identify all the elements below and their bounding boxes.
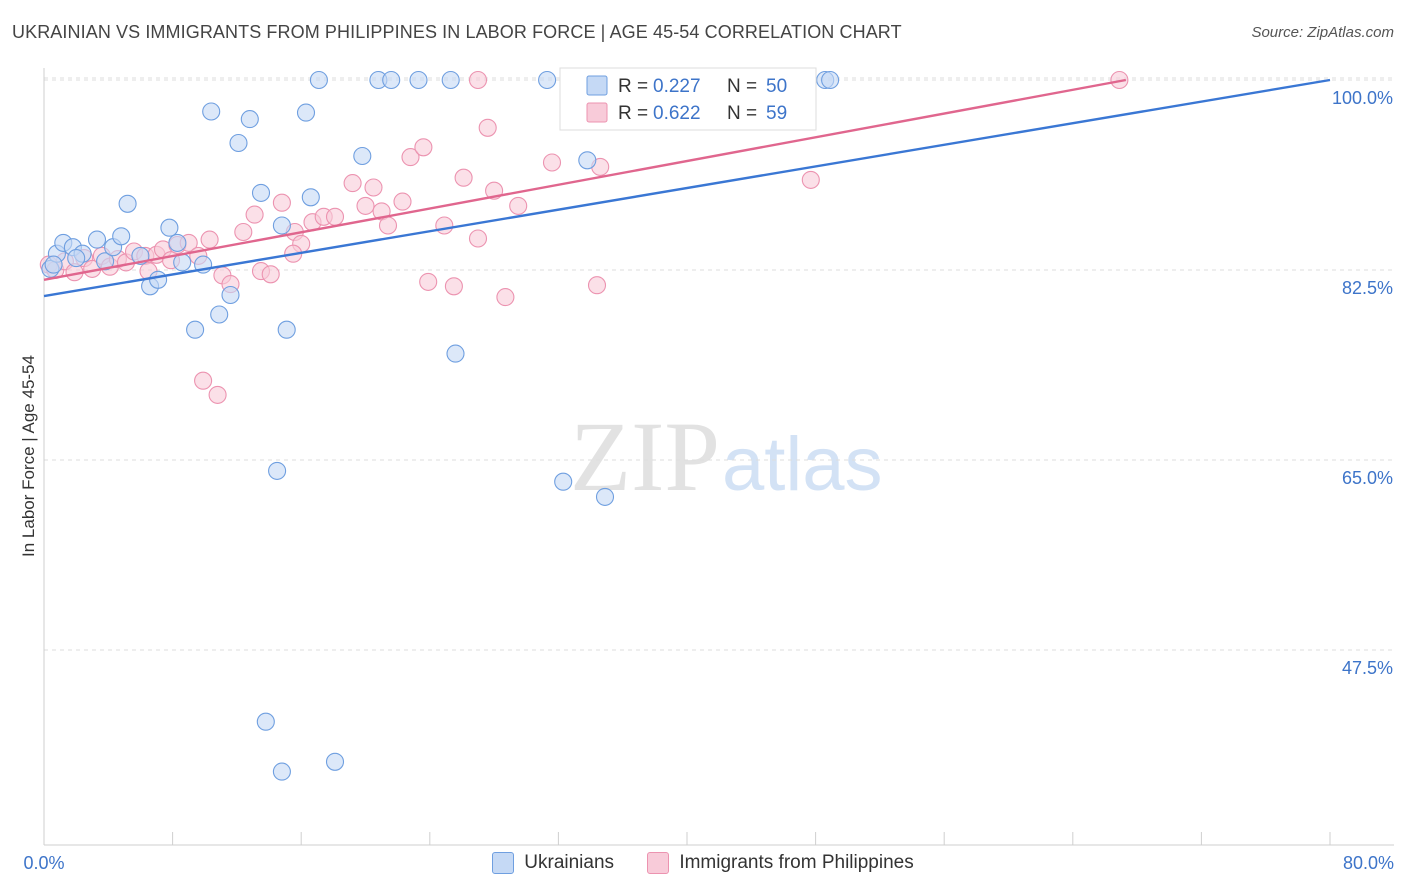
point-philippines[interactable] <box>234 222 253 242</box>
y-tick-label: 65.0% <box>1342 468 1393 488</box>
point-ukrainians[interactable] <box>353 146 372 166</box>
series-ukrainians-points <box>41 70 840 781</box>
legend-item-ukrainians[interactable]: Ukrainians <box>492 852 614 874</box>
point-philippines[interactable] <box>272 193 291 212</box>
point-ukrainians[interactable] <box>160 218 179 237</box>
point-ukrainians[interactable] <box>118 194 137 213</box>
y-axis-tick-labels: 47.5% 65.0% 82.5% 100.0% <box>1332 88 1393 678</box>
legend-item-philippines[interactable]: Immigrants from Philippines <box>647 852 914 874</box>
point-ukrainians[interactable] <box>272 762 291 781</box>
point-ukrainians[interactable] <box>578 151 597 170</box>
point-philippines[interactable] <box>393 192 412 211</box>
chart-title: UKRAINIAN VS IMMIGRANTS FROM PHILIPPINES… <box>12 22 902 42</box>
y-tick-label: 82.5% <box>1342 278 1393 298</box>
point-philippines[interactable] <box>587 276 607 295</box>
point-ukrainians[interactable] <box>301 188 320 207</box>
point-ukrainians[interactable] <box>149 270 168 289</box>
x-axis-ticks <box>43 832 1331 845</box>
y-tick-label: 100.0% <box>1332 88 1393 108</box>
point-philippines[interactable] <box>401 148 420 167</box>
point-philippines[interactable] <box>343 174 362 193</box>
legend-top-r-label-1: R = <box>618 76 648 97</box>
point-ukrainians[interactable] <box>446 344 465 363</box>
point-ukrainians[interactable] <box>96 252 115 271</box>
legend-label-ukrainians: Ukrainians <box>524 852 615 873</box>
point-ukrainians[interactable] <box>67 249 86 268</box>
x-tick-label-min: 0.0% <box>23 853 64 873</box>
point-ukrainians[interactable] <box>186 320 205 339</box>
point-ukrainians[interactable] <box>821 70 840 90</box>
legend-swatch-philippines <box>647 852 670 874</box>
point-philippines[interactable] <box>419 272 438 291</box>
legend-top-n-value-1: 50 <box>766 76 787 97</box>
point-ukrainians[interactable] <box>87 230 107 249</box>
point-ukrainians[interactable] <box>44 255 63 274</box>
legend-top-n-label-1: N = <box>727 76 757 97</box>
trend-line-philippines <box>43 78 1127 281</box>
point-philippines[interactable] <box>496 288 515 307</box>
point-ukrainians[interactable] <box>210 305 229 324</box>
point-philippines[interactable] <box>468 229 488 248</box>
point-philippines[interactable] <box>444 277 463 296</box>
point-ukrainians[interactable] <box>538 70 557 90</box>
point-philippines[interactable] <box>542 153 562 172</box>
point-ukrainians[interactable] <box>309 70 328 90</box>
legend-top-n-value-2: 59 <box>766 103 787 124</box>
point-philippines[interactable] <box>435 216 454 235</box>
point-ukrainians[interactable] <box>202 102 221 121</box>
point-ukrainians[interactable] <box>441 70 460 90</box>
point-ukrainians[interactable] <box>277 320 296 339</box>
point-ukrainians[interactable] <box>112 227 131 246</box>
point-philippines[interactable] <box>378 216 398 235</box>
x-tick-label-max: 80.0% <box>1343 853 1394 873</box>
point-philippines[interactable] <box>200 230 219 249</box>
point-ukrainians[interactable] <box>409 70 428 90</box>
point-ukrainians[interactable] <box>272 216 291 235</box>
point-philippines[interactable] <box>194 371 213 390</box>
point-philippines[interactable] <box>478 118 497 137</box>
y-tick-label: 47.5% <box>1342 658 1393 678</box>
legend-top: R = 0.227 N = 50 R = 0.622 N = 59 <box>559 67 817 131</box>
legend-top-r-value-1: 0.227 <box>653 76 701 97</box>
legend-swatch-ukrainians <box>492 852 515 874</box>
point-ukrainians[interactable] <box>256 712 275 731</box>
point-ukrainians[interactable] <box>240 110 259 129</box>
grid-lines <box>44 77 1394 651</box>
legend-label-philippines: Immigrants from Philippines <box>679 852 914 873</box>
point-philippines[interactable] <box>801 170 820 189</box>
y-axis-label: In Labor Force | Age 45-54 <box>19 355 38 557</box>
legend-top-r-label-2: R = <box>618 103 648 124</box>
legend-top-n-label-2: N = <box>727 103 757 124</box>
point-philippines[interactable] <box>208 385 227 404</box>
point-philippines[interactable] <box>454 168 473 187</box>
point-philippines[interactable] <box>261 265 280 284</box>
point-philippines[interactable] <box>509 196 528 215</box>
point-philippines[interactable] <box>245 205 264 224</box>
point-philippines[interactable] <box>356 196 375 215</box>
point-philippines[interactable] <box>325 207 345 226</box>
point-ukrainians[interactable] <box>229 133 248 153</box>
legend-top-r-value-2: 0.622 <box>653 103 701 124</box>
watermark-zip: ZIP <box>570 401 720 512</box>
trend-lines <box>43 78 1331 298</box>
point-ukrainians[interactable] <box>325 752 345 771</box>
point-ukrainians[interactable] <box>296 103 316 122</box>
point-philippines[interactable] <box>414 138 433 157</box>
trend-line-ukrainians <box>43 78 1331 298</box>
watermark-atlas: atlas <box>722 422 883 507</box>
legend-top-swatch-philippines <box>586 102 608 123</box>
point-philippines[interactable] <box>468 70 488 90</box>
legend-bottom: Ukrainians Immigrants from Philippines <box>0 852 1406 880</box>
point-philippines[interactable] <box>364 178 383 197</box>
point-ukrainians[interactable] <box>554 472 573 491</box>
point-ukrainians[interactable] <box>168 233 187 252</box>
point-ukrainians[interactable] <box>595 487 615 506</box>
source-credit: Source: ZipAtlas.com <box>1251 24 1394 41</box>
point-ukrainians[interactable] <box>382 70 401 90</box>
legend-top-swatch-ukrainians <box>586 75 608 96</box>
point-ukrainians[interactable] <box>221 285 240 305</box>
point-ukrainians[interactable] <box>268 461 287 480</box>
point-ukrainians[interactable] <box>251 183 271 202</box>
